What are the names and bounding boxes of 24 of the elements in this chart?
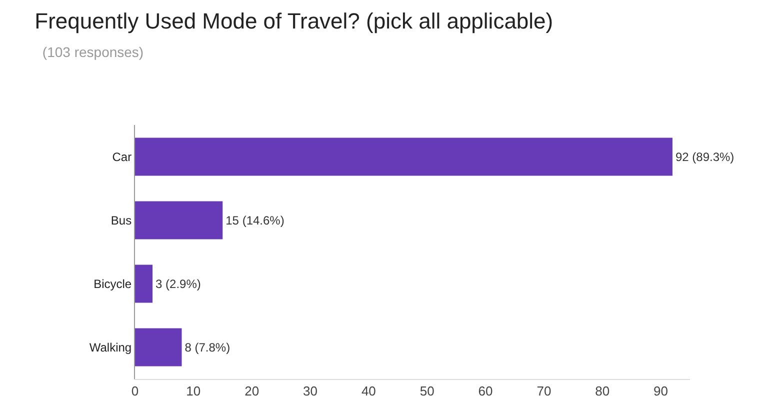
x-tick-label: 40: [361, 384, 376, 399]
y-tick-label: Bicycle: [94, 276, 132, 291]
chart-subtitle: (103 responses): [34, 44, 144, 60]
bar: [135, 328, 182, 366]
data-label: 8 (7.8%): [184, 340, 230, 354]
x-tick-label: 70: [536, 384, 552, 399]
x-tick-label: 50: [420, 384, 434, 399]
y-tick-label: Bus: [110, 213, 132, 228]
y-tick-label: Car: [112, 150, 132, 164]
data-label: 3 (2.9%): [156, 276, 201, 291]
bar: [135, 264, 153, 303]
data-label: 92 (89.3%): [675, 150, 734, 164]
x-tick-label: 30: [303, 384, 318, 399]
x-tick-label: 0: [131, 384, 139, 399]
x-tick-label: 20: [244, 384, 260, 399]
chart-title: Frequently Used Mode of Travel? (pick all applicable): [34, 8, 554, 34]
x-tick-label: 80: [595, 384, 610, 399]
x-tick-label: 90: [654, 384, 668, 399]
x-tick-label: 10: [186, 384, 201, 399]
x-tick-label: 60: [478, 384, 493, 399]
bar: [135, 201, 223, 240]
y-tick-label: Walking: [89, 340, 132, 354]
data-label: 15 (14.6%): [226, 213, 284, 228]
bar: [135, 138, 672, 176]
